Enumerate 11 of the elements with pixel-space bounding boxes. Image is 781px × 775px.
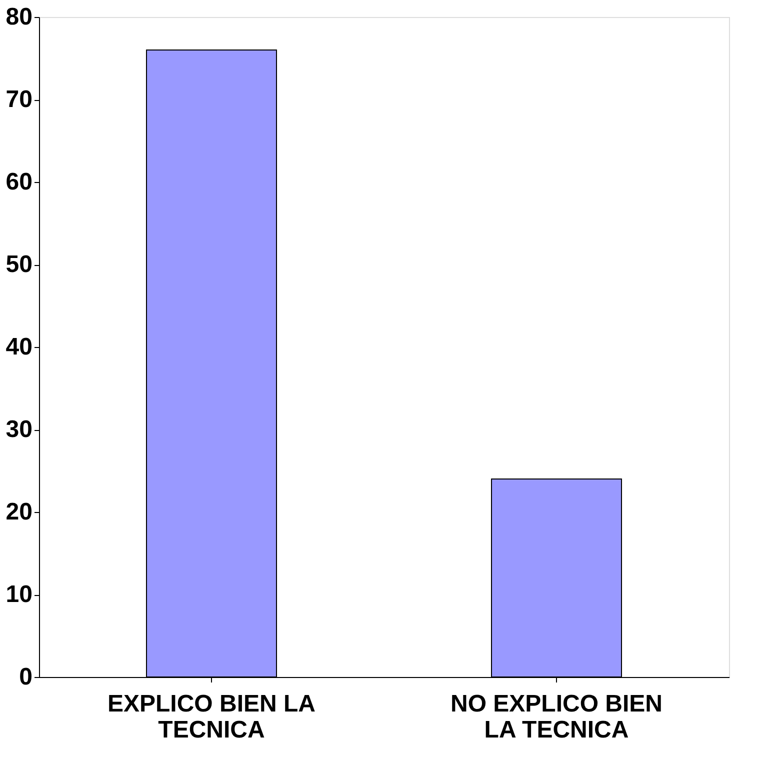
y-tick-label: 20 <box>6 498 32 526</box>
y-tick-label: 40 <box>6 334 32 360</box>
x-tick-label: NO EXPLICO BIEN LA TECNICA <box>450 690 663 744</box>
y-tick-label: 50 <box>6 251 32 278</box>
y-tick-label: 80 <box>6 4 32 30</box>
y-tick-label: 30 <box>6 416 32 443</box>
y-tick-label: 10 <box>6 581 32 608</box>
x-tick-label: EXPLICO BIEN LA TECNICA <box>107 690 316 744</box>
y-tick-label: 70 <box>6 86 32 113</box>
y-tick-label: 0 <box>19 664 32 690</box>
y-tick-label: 60 <box>6 168 32 196</box>
